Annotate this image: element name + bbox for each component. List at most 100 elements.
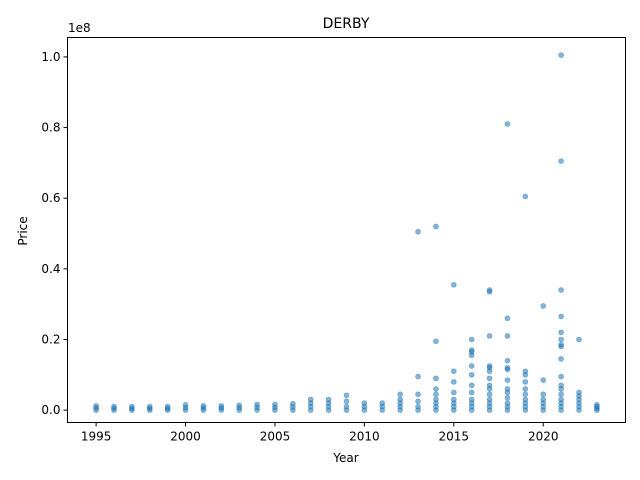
data-point <box>558 356 564 362</box>
data-point <box>486 333 493 339</box>
data-point <box>111 403 117 410</box>
x-axis-title: Year <box>332 451 358 465</box>
data-point <box>451 379 457 385</box>
data-point <box>433 396 439 403</box>
data-points <box>93 52 600 413</box>
data-point <box>522 386 529 392</box>
data-point <box>558 287 564 293</box>
data-point <box>451 368 457 375</box>
data-point <box>540 303 547 309</box>
data-point <box>433 391 439 398</box>
data-point <box>343 403 350 410</box>
data-point <box>558 329 564 336</box>
x-tick-label: 2000 <box>170 430 201 444</box>
y-tick-label: 0.4 <box>41 262 60 276</box>
y-tick-label: 0.8 <box>41 121 60 135</box>
plot-area-frame <box>67 37 626 423</box>
data-point <box>343 392 350 399</box>
data-point <box>486 363 493 369</box>
data-point <box>558 382 564 389</box>
data-point <box>522 379 529 385</box>
data-point <box>415 228 421 235</box>
data-point <box>415 398 421 405</box>
x-tick-label: 2020 <box>528 430 559 444</box>
data-point <box>540 391 547 398</box>
chart-title: DERBY <box>323 16 370 32</box>
data-point <box>558 313 564 320</box>
data-point <box>468 347 475 353</box>
data-point <box>558 391 564 398</box>
data-point <box>504 315 511 322</box>
data-point <box>558 336 564 343</box>
data-point <box>146 403 153 410</box>
data-point <box>325 396 332 403</box>
data-point <box>486 391 493 398</box>
data-point <box>468 389 475 396</box>
data-point <box>397 396 403 403</box>
x-tick-label: 2005 <box>260 430 291 444</box>
data-point <box>486 287 493 293</box>
data-point <box>433 375 439 382</box>
data-point <box>504 377 511 383</box>
data-point <box>290 400 296 407</box>
data-point <box>522 396 529 403</box>
data-point <box>433 338 439 345</box>
data-point <box>540 377 547 383</box>
data-point <box>433 223 439 230</box>
x-tick-label: 2015 <box>439 430 470 444</box>
data-point <box>415 391 421 398</box>
data-point <box>182 402 189 408</box>
data-point <box>468 372 475 378</box>
data-point <box>236 402 242 408</box>
data-point <box>218 403 225 409</box>
data-point <box>558 158 564 164</box>
data-point <box>451 281 457 288</box>
data-point <box>415 373 421 380</box>
data-point <box>522 391 529 398</box>
data-point <box>433 386 439 392</box>
data-point <box>468 336 475 343</box>
data-point <box>486 396 493 403</box>
data-point <box>272 401 278 408</box>
data-point <box>504 121 511 127</box>
data-point <box>164 403 171 410</box>
data-point <box>451 389 457 396</box>
data-point <box>379 400 386 406</box>
y-tick-label: 0.6 <box>41 191 60 205</box>
data-point <box>504 400 511 406</box>
data-point <box>558 341 564 348</box>
data-point <box>486 382 493 389</box>
data-point <box>576 336 582 343</box>
data-point <box>129 403 135 410</box>
data-point <box>504 357 511 364</box>
data-point <box>540 396 547 403</box>
data-point <box>558 396 564 403</box>
data-point <box>522 193 529 200</box>
y-tick-label: 0.0 <box>41 403 60 417</box>
y-scale-label: 1e8 <box>68 21 91 35</box>
data-point <box>254 401 260 408</box>
data-point <box>343 398 350 405</box>
data-point <box>200 403 207 409</box>
data-point <box>397 391 403 398</box>
data-point <box>504 364 511 371</box>
data-point <box>361 400 368 406</box>
data-point <box>486 375 493 382</box>
data-point <box>468 396 475 403</box>
data-point <box>558 52 564 58</box>
y-tick-label: 0.2 <box>41 332 60 346</box>
x-tick-label: 2010 <box>349 430 380 444</box>
data-point <box>504 333 511 339</box>
data-point <box>468 363 475 369</box>
data-point <box>522 368 529 375</box>
axis-ticks: 1995 2000 2005 2010 2015 2020 0.0 0.2 0.4 0.6 0.8 1… <box>41 50 558 444</box>
data-point <box>415 403 421 410</box>
data-point <box>594 402 600 408</box>
data-point <box>93 403 99 409</box>
data-point <box>558 373 564 380</box>
y-tick-label: 1.0 <box>41 50 60 64</box>
data-point <box>504 386 511 392</box>
data-point <box>468 382 475 389</box>
